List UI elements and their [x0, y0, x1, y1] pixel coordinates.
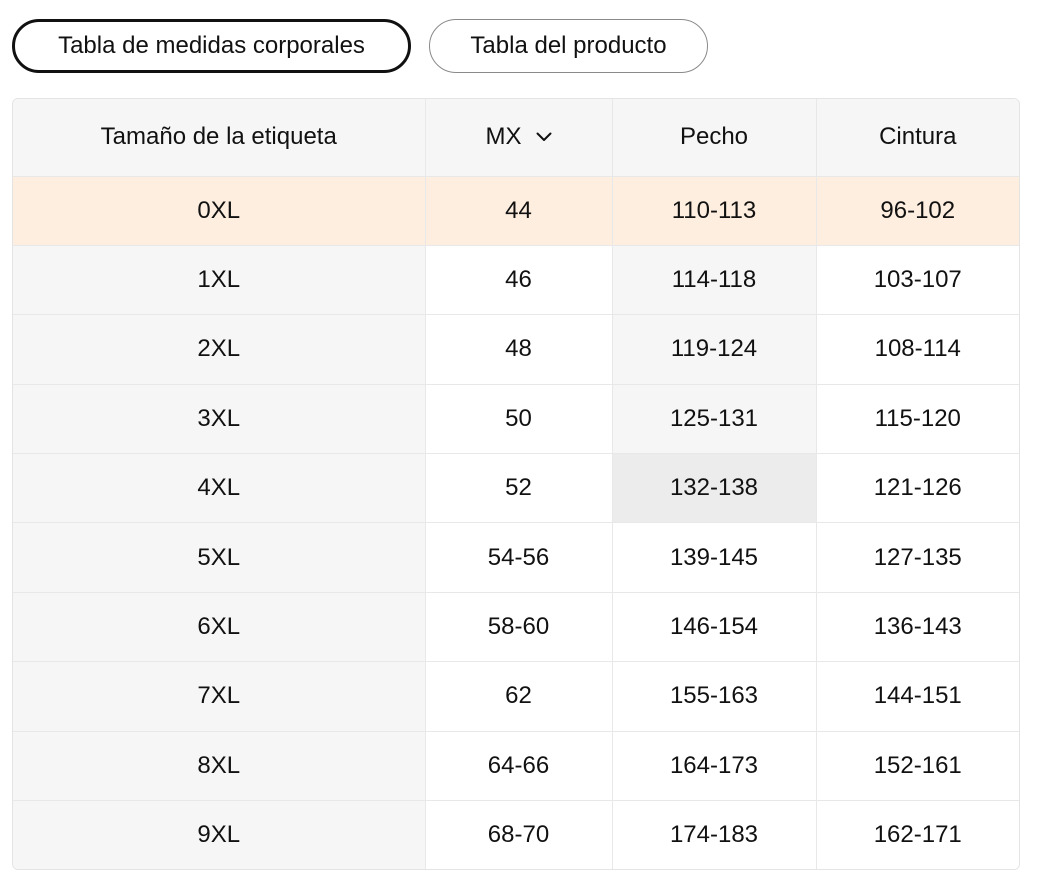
waist-cell: 136-143 — [815, 591, 1019, 662]
tab-body-measurements[interactable]: Tabla de medidas corporales — [12, 19, 411, 73]
chest-cell: 174-183 — [611, 800, 816, 869]
table-header-row: Tamaño de la etiqueta MX Pecho Cintura — [13, 99, 1019, 176]
header-region-select[interactable]: MX — [424, 99, 612, 176]
header-label-chest: Pecho — [611, 99, 816, 176]
chest-cell: 132-138 — [611, 453, 816, 523]
table-row: 5XL 54-56 139-145 127-135 — [13, 522, 1019, 593]
size-cell: 1XL — [13, 244, 425, 315]
waist-cell: 96-102 — [815, 175, 1019, 246]
mx-cell: 46 — [424, 244, 612, 315]
mx-cell: 62 — [424, 661, 612, 732]
table-row: 7XL 62 155-163 144-151 — [13, 661, 1019, 732]
table-row: 2XL 48 119-124 108-114 — [13, 314, 1019, 385]
mx-cell: 50 — [424, 383, 612, 454]
size-cell: 0XL — [13, 175, 425, 246]
waist-cell: 152-161 — [815, 730, 1019, 801]
mx-cell: 64-66 — [424, 730, 612, 801]
table-row: 0XL 44 110-113 96-102 — [13, 175, 1019, 246]
waist-cell: 162-171 — [815, 800, 1019, 869]
mx-cell: 68-70 — [424, 800, 612, 869]
chest-cell: 139-145 — [611, 522, 816, 593]
table-row: 3XL 50 125-131 115-120 — [13, 383, 1019, 454]
header-label-waist: Cintura — [815, 99, 1019, 176]
waist-cell: 103-107 — [815, 244, 1019, 315]
region-select[interactable]: MX — [486, 123, 552, 151]
waist-cell: 115-120 — [815, 383, 1019, 454]
table-row: 1XL 46 114-118 103-107 — [13, 244, 1019, 315]
chest-cell: 119-124 — [611, 314, 816, 385]
header-label-size: Tamaño de la etiqueta — [13, 99, 425, 176]
size-cell: 6XL — [13, 591, 425, 662]
table-row: 4XL 52 132-138 121-126 — [13, 453, 1019, 523]
waist-cell: 108-114 — [815, 314, 1019, 385]
mx-cell: 52 — [424, 453, 612, 523]
mx-cell: 58-60 — [424, 591, 612, 662]
table-row: 8XL 64-66 164-173 152-161 — [13, 730, 1019, 801]
size-cell: 7XL — [13, 661, 425, 732]
size-chart-tabs: Tabla de medidas corporales Tabla del pr… — [12, 19, 708, 73]
mx-cell: 48 — [424, 314, 612, 385]
table-row: 6XL 58-60 146-154 136-143 — [13, 591, 1019, 662]
size-chart-table: Tamaño de la etiqueta MX Pecho Cintura 0… — [12, 98, 1020, 870]
mx-cell: 54-56 — [424, 522, 612, 593]
table-row: 9XL 68-70 174-183 162-171 — [13, 800, 1019, 869]
size-cell: 4XL — [13, 453, 425, 523]
chest-cell: 155-163 — [611, 661, 816, 732]
size-cell: 3XL — [13, 383, 425, 454]
size-table: Tamaño de la etiqueta MX Pecho Cintura 0… — [13, 99, 1019, 869]
waist-cell: 121-126 — [815, 453, 1019, 523]
chest-cell: 110-113 — [611, 175, 816, 246]
region-select-value: MX — [485, 123, 522, 151]
chest-cell: 164-173 — [611, 730, 816, 801]
size-cell: 2XL — [13, 314, 425, 385]
size-cell: 9XL — [13, 800, 425, 869]
waist-cell: 127-135 — [815, 522, 1019, 593]
size-cell: 5XL — [13, 522, 425, 593]
tab-product-measurements[interactable]: Tabla del producto — [429, 19, 708, 73]
chest-cell: 125-131 — [611, 383, 816, 454]
chest-cell: 146-154 — [611, 591, 816, 662]
waist-cell: 144-151 — [815, 661, 1019, 732]
size-cell: 8XL — [13, 730, 425, 801]
mx-cell: 44 — [424, 175, 612, 246]
chevron-down-icon — [536, 132, 551, 142]
chest-cell: 114-118 — [611, 244, 816, 315]
